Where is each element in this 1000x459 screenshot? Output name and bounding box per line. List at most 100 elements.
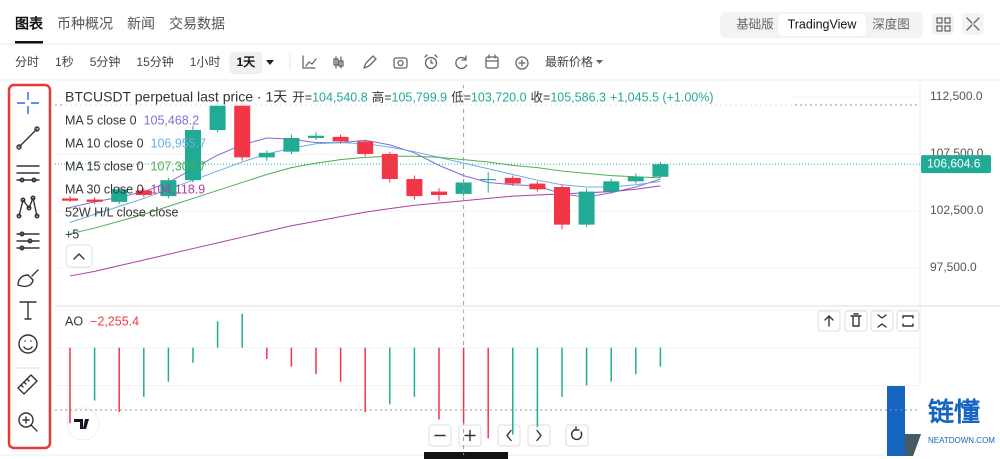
- ma-name: MA 10 close 0: [65, 136, 144, 150]
- measure-tool[interactable]: [17, 374, 38, 395]
- ao-pane: [55, 309, 920, 439]
- candle-body: [603, 181, 620, 192]
- prediction-tool[interactable]: [16, 231, 40, 251]
- ao-bar: [93, 347, 96, 401]
- candle-body: [283, 138, 300, 152]
- fib-tool[interactable]: [16, 165, 40, 183]
- ao-bar: [241, 313, 243, 348]
- chart-toolbar-icons[interactable]: [302, 54, 529, 70]
- active-tab-underline: [15, 41, 43, 44]
- ma-line: [69, 155, 661, 235]
- interval-option[interactable]: 1小时: [190, 55, 221, 69]
- drawing-toolbar: [7, 83, 52, 450]
- interval-option[interactable]: 分时: [15, 55, 39, 69]
- candle-body: [455, 182, 472, 194]
- view-option[interactable]: 基础版: [736, 17, 774, 31]
- watermark-brand: 链懂: [928, 397, 980, 427]
- ao-bar: [143, 347, 145, 397]
- top-tab[interactable]: 新闻: [127, 16, 155, 32]
- interval-option[interactable]: 1秒: [55, 55, 74, 69]
- candle-body: [578, 191, 595, 225]
- crosshair-tool[interactable]: [17, 92, 39, 114]
- interval-option[interactable]: 15分钟: [136, 54, 173, 69]
- pattern-tool[interactable]: [16, 195, 40, 219]
- ao-bar: [118, 347, 120, 412]
- ohlc-value: 105,799.9: [392, 90, 448, 104]
- last-price-tag: [921, 155, 991, 174]
- ohlc-label: 低=: [451, 90, 471, 104]
- candle-body: [381, 153, 398, 180]
- y-tick-label: 102,500.0: [930, 203, 984, 217]
- candle-body: [308, 135, 324, 139]
- candle-body: [135, 190, 152, 195]
- ao-bar: [413, 347, 416, 397]
- interval-option[interactable]: 5分钟: [90, 54, 121, 69]
- interval-option[interactable]: 1天: [236, 55, 256, 69]
- interval-dropdown[interactable]: [266, 60, 274, 65]
- ao-bar: [487, 347, 489, 439]
- candle-body: [234, 104, 251, 158]
- text-tool[interactable]: [19, 301, 37, 320]
- legend-collapse-button[interactable]: [65, 244, 93, 268]
- ao-bar: [536, 347, 539, 427]
- hidden-count: +5: [65, 227, 79, 241]
- ma-value: 106,955.7: [151, 136, 207, 150]
- ohlc-label: 高=: [372, 89, 392, 104]
- y-tick-label: 1,000.0: [930, 302, 970, 316]
- ao-value: −2,255.4: [90, 314, 139, 328]
- ohlc-label: 收=: [531, 90, 551, 104]
- brush-tool[interactable]: [17, 269, 39, 288]
- watermark-site: NEATDOWN.COM: [928, 436, 995, 445]
- ao-bar: [69, 347, 71, 424]
- top-tab[interactable]: 交易数据: [169, 16, 225, 32]
- tradingview-logo: [66, 407, 100, 441]
- fullscreen-button[interactable]: [962, 13, 984, 35]
- ao-bar: [635, 347, 637, 375]
- ao-bar: [438, 347, 440, 420]
- top-tab[interactable]: 图表: [15, 16, 44, 32]
- ao-bar: [192, 347, 194, 363]
- ma-name: MA 30 close 0: [65, 182, 144, 196]
- top-tab[interactable]: 币种概况: [57, 16, 113, 32]
- candle-body: [480, 179, 497, 181]
- candle-body: [652, 164, 669, 177]
- ao-bar: [610, 347, 612, 382]
- dropdown-caret: [596, 60, 603, 64]
- trend-line-tool[interactable]: [16, 126, 40, 150]
- emoji-tool[interactable]: [18, 334, 38, 354]
- ma-value: 105,468.2: [144, 113, 200, 127]
- active-interval: [229, 52, 263, 74]
- ao-bar: [364, 347, 366, 412]
- price-type-select[interactable]: 最新价格: [545, 54, 593, 69]
- view-option[interactable]: TradingView: [788, 17, 858, 31]
- candle-body: [185, 130, 201, 181]
- ohlc-value: 104,540.8: [312, 90, 368, 104]
- zoom-tool[interactable]: [18, 412, 38, 432]
- layout-button[interactable]: [932, 13, 954, 35]
- ao-bar: [167, 347, 170, 382]
- ohlc-label: 开=: [292, 90, 312, 104]
- candle-body: [504, 177, 521, 184]
- candle-body: [627, 176, 644, 182]
- legend-bg: [62, 88, 792, 106]
- candle-body: [406, 179, 423, 197]
- pane-buttons[interactable]: [817, 310, 920, 332]
- ao-bar: [659, 347, 662, 367]
- candle-body: [86, 199, 103, 202]
- ao-bar: [290, 347, 293, 367]
- view-option[interactable]: 深度图: [872, 16, 910, 31]
- chart-nav-buttons[interactable]: [428, 424, 589, 447]
- ao-name: AO: [65, 314, 83, 328]
- ao-bar: [585, 347, 588, 386]
- candle-body: [529, 183, 546, 190]
- ao-bar: [561, 347, 563, 397]
- ao-bar: [389, 347, 391, 405]
- y-tick-label: 0.0: [930, 340, 947, 354]
- ao-bar: [512, 347, 514, 435]
- ao-bar: [339, 347, 342, 382]
- candle-body: [431, 191, 447, 195]
- candle-body: [111, 189, 128, 202]
- ao-bar: [266, 347, 268, 360]
- ohlc-value: 105,586.3: [550, 90, 606, 104]
